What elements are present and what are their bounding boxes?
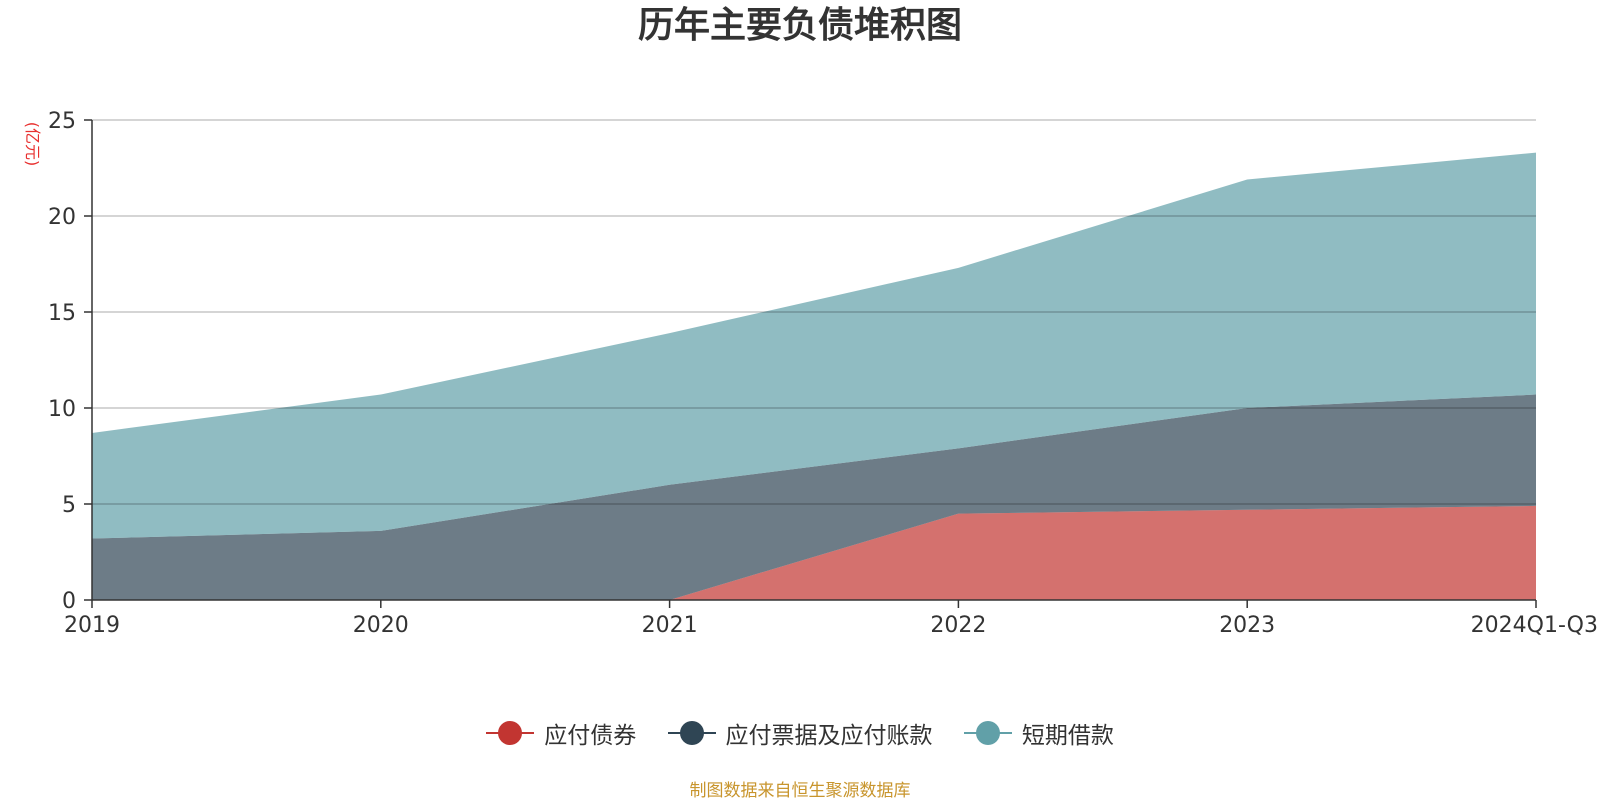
legend-symbol-icon bbox=[963, 721, 1012, 745]
y-tick-label: 15 bbox=[48, 301, 76, 326]
legend-symbol-icon bbox=[667, 721, 716, 745]
x-tick-label: 2019 bbox=[64, 613, 120, 638]
data-source-note: 制图数据来自恒生聚源数据库 bbox=[689, 781, 911, 801]
x-tick-label: 2023 bbox=[1219, 613, 1275, 638]
y-tick-label: 0 bbox=[62, 589, 76, 614]
legend-label: 应付债券 bbox=[544, 723, 637, 749]
legend-symbol-icon bbox=[486, 721, 535, 745]
area-series-2 bbox=[92, 152, 1536, 539]
legend-item-bonds-payable[interactable]: 应付债券 bbox=[486, 716, 636, 750]
legend-label: 短期借款 bbox=[1021, 723, 1114, 749]
legend-item-short-term-loans[interactable]: 短期借款 bbox=[963, 716, 1114, 750]
y-axis-unit-label: (亿元) bbox=[23, 121, 42, 167]
x-tick-label: 2024Q1-Q3 bbox=[1471, 613, 1598, 638]
y-tick-label: 25 bbox=[48, 109, 76, 134]
y-tick-label: 5 bbox=[62, 493, 76, 518]
y-tick-label: 10 bbox=[48, 397, 76, 422]
y-tick-label: 20 bbox=[48, 205, 76, 230]
x-tick-label: 2020 bbox=[353, 613, 409, 638]
y-axis-unit: (亿元) bbox=[18, 118, 48, 178]
legend-label: 应付票据及应付账款 bbox=[725, 723, 933, 749]
chart-title: 历年主要负债堆积图 bbox=[637, 5, 962, 46]
legend-item-notes-accounts-payable[interactable]: 应付票据及应付账款 bbox=[667, 716, 933, 750]
chart-legend: 应付债券 应付票据及应付账款 短期借款 bbox=[0, 716, 1600, 751]
x-tick-label: 2021 bbox=[642, 613, 698, 638]
area-series-1 bbox=[92, 394, 1536, 600]
area-series-0 bbox=[92, 505, 1536, 600]
x-tick-label: 2022 bbox=[930, 613, 986, 638]
